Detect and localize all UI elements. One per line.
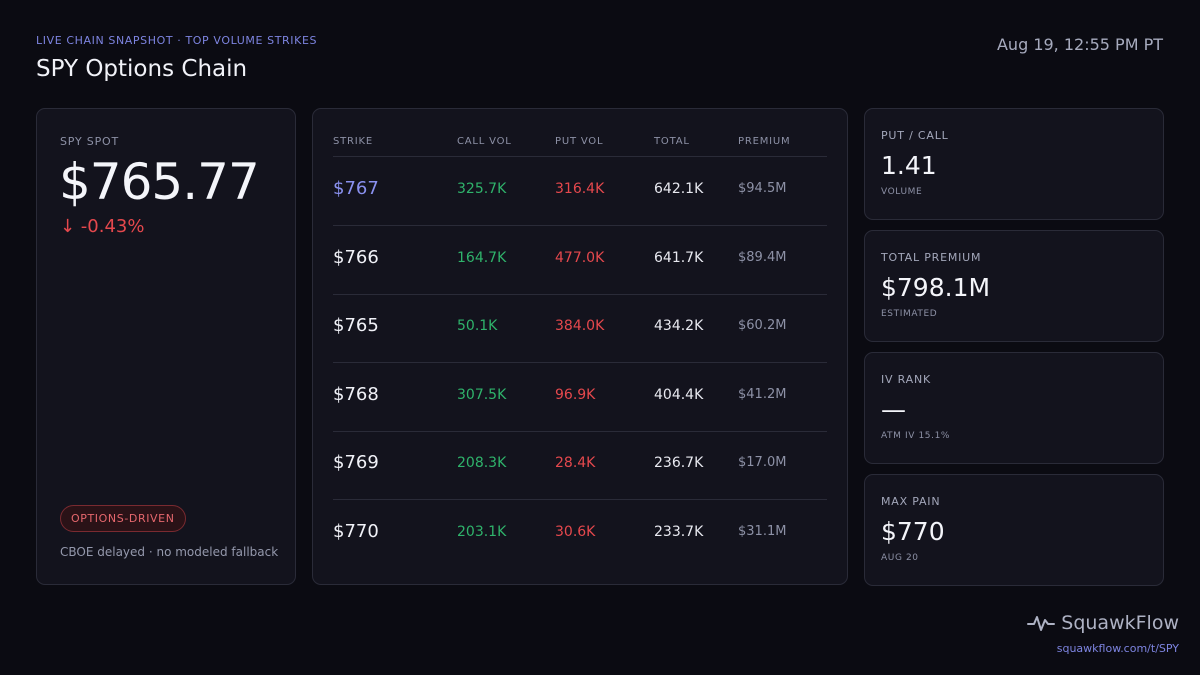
- premium-cell: $17.0M: [738, 455, 787, 471]
- brand-url[interactable]: squawkflow.com/t/SPY: [1056, 642, 1179, 655]
- column-header-premium: PREMIUM: [738, 136, 791, 147]
- spot-card: SPY SPOT $765.77 ↓ -0.43% OPTIONS-DRIVEN…: [36, 108, 296, 585]
- table-row[interactable]: $769 208.3K 28.4K 236.7K $17.0M: [333, 431, 827, 501]
- premium-cell: $41.2M: [738, 386, 787, 402]
- table-header: STRIKE CALL VOL PUT VOL TOTAL PREMIUM: [333, 135, 827, 157]
- premium-cell: $94.5M: [738, 181, 787, 196]
- stat-label: TOTAL PREMIUM: [881, 251, 982, 264]
- timestamp: Aug 19, 12:55 PM PT: [996, 35, 1163, 54]
- stat-value: —: [881, 395, 906, 424]
- table-row[interactable]: $765 50.1K 384.0K 434.2K $60.2M: [333, 294, 827, 364]
- put-vol-cell: 384.0K: [555, 318, 605, 335]
- put-vol-cell: 96.9K: [555, 386, 596, 403]
- put-call-ratio-card: PUT / CALL 1.41 VOLUME: [864, 108, 1164, 220]
- stat-label: PUT / CALL: [881, 129, 949, 142]
- total-cell: 233.7K: [654, 524, 704, 540]
- table-row[interactable]: $768 307.5K 96.9K 404.4K $41.2M: [333, 363, 827, 432]
- page-title: SPY Options Chain: [36, 56, 248, 82]
- put-vol-cell: 30.6K: [555, 524, 596, 540]
- column-header-strike: STRIKE: [333, 136, 374, 147]
- strike-cell: $770: [333, 521, 379, 542]
- table-row[interactable]: $767 325.7K 316.4K 642.1K $94.5M: [333, 157, 827, 226]
- put-vol-cell: 477.0K: [555, 249, 605, 266]
- data-source-note: CBOE delayed · no modeled fallback: [60, 545, 279, 559]
- total-premium-card: TOTAL PREMIUM $798.1M ESTIMATED: [864, 230, 1164, 342]
- stat-value: $770: [881, 517, 945, 546]
- total-cell: 404.4K: [654, 386, 704, 403]
- strike-cell: $765: [333, 315, 379, 337]
- call-vol-cell: 164.7K: [457, 249, 507, 266]
- header-subtitle: LIVE CHAIN SNAPSHOT · TOP VOLUME STRIKES: [36, 34, 318, 47]
- total-cell: 434.2K: [654, 318, 704, 335]
- total-cell: 641.7K: [654, 249, 704, 266]
- premium-cell: $60.2M: [738, 318, 787, 334]
- stat-subtext: VOLUME: [881, 187, 923, 197]
- put-vol-cell: 28.4K: [555, 455, 596, 472]
- call-vol-cell: 325.7K: [457, 181, 507, 197]
- stat-label: MAX PAIN: [881, 495, 941, 508]
- stat-label: IV RANK: [881, 373, 932, 386]
- column-header-call-vol: CALL VOL: [457, 136, 512, 147]
- premium-cell: $89.4M: [738, 249, 787, 265]
- spot-change: ↓ -0.43%: [60, 216, 145, 237]
- options-chain-table: STRIKE CALL VOL PUT VOL TOTAL PREMIUM $7…: [312, 108, 848, 585]
- status-badge: OPTIONS-DRIVEN: [60, 505, 186, 532]
- stat-subtext: ESTIMATED: [881, 309, 938, 319]
- stat-subtext: AUG 20: [881, 553, 919, 563]
- total-cell: 642.1K: [654, 181, 704, 197]
- strike-cell: $766: [333, 246, 379, 268]
- stat-value: $798.1M: [881, 273, 991, 302]
- iv-rank-card: IV RANK — ATM IV 15.1%: [864, 352, 1164, 464]
- spot-label: SPY SPOT: [60, 135, 119, 148]
- strike-cell: $768: [333, 383, 379, 405]
- brand-name: SquawkFlow: [1061, 612, 1179, 634]
- total-cell: 236.7K: [654, 455, 704, 472]
- pulse-icon: [1027, 616, 1056, 631]
- column-header-put-vol: PUT VOL: [555, 136, 604, 147]
- stat-value: 1.41: [881, 151, 937, 180]
- brand-logo: SquawkFlow: [1027, 612, 1179, 634]
- table-row[interactable]: $766 164.7K 477.0K 641.7K $89.4M: [333, 226, 827, 295]
- strike-cell: $769: [333, 452, 379, 474]
- strike-cell: $767: [333, 178, 379, 199]
- call-vol-cell: 307.5K: [457, 386, 507, 403]
- spot-price: $765.77: [59, 153, 260, 211]
- max-pain-card: MAX PAIN $770 AUG 20: [864, 474, 1164, 586]
- column-header-total: TOTAL: [654, 136, 690, 147]
- premium-cell: $31.1M: [738, 524, 787, 539]
- call-vol-cell: 203.1K: [457, 524, 507, 540]
- put-vol-cell: 316.4K: [555, 181, 605, 197]
- call-vol-cell: 208.3K: [457, 455, 507, 472]
- stat-subtext: ATM IV 15.1%: [881, 431, 951, 441]
- call-vol-cell: 50.1K: [457, 318, 498, 335]
- table-row[interactable]: $770 203.1K 30.6K 233.7K $31.1M: [333, 500, 827, 569]
